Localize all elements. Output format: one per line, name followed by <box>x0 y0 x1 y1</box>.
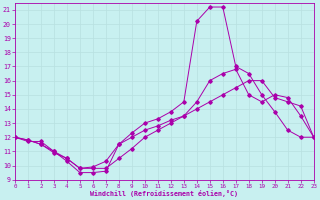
X-axis label: Windchill (Refroidissement éolien,°C): Windchill (Refroidissement éolien,°C) <box>90 190 238 197</box>
